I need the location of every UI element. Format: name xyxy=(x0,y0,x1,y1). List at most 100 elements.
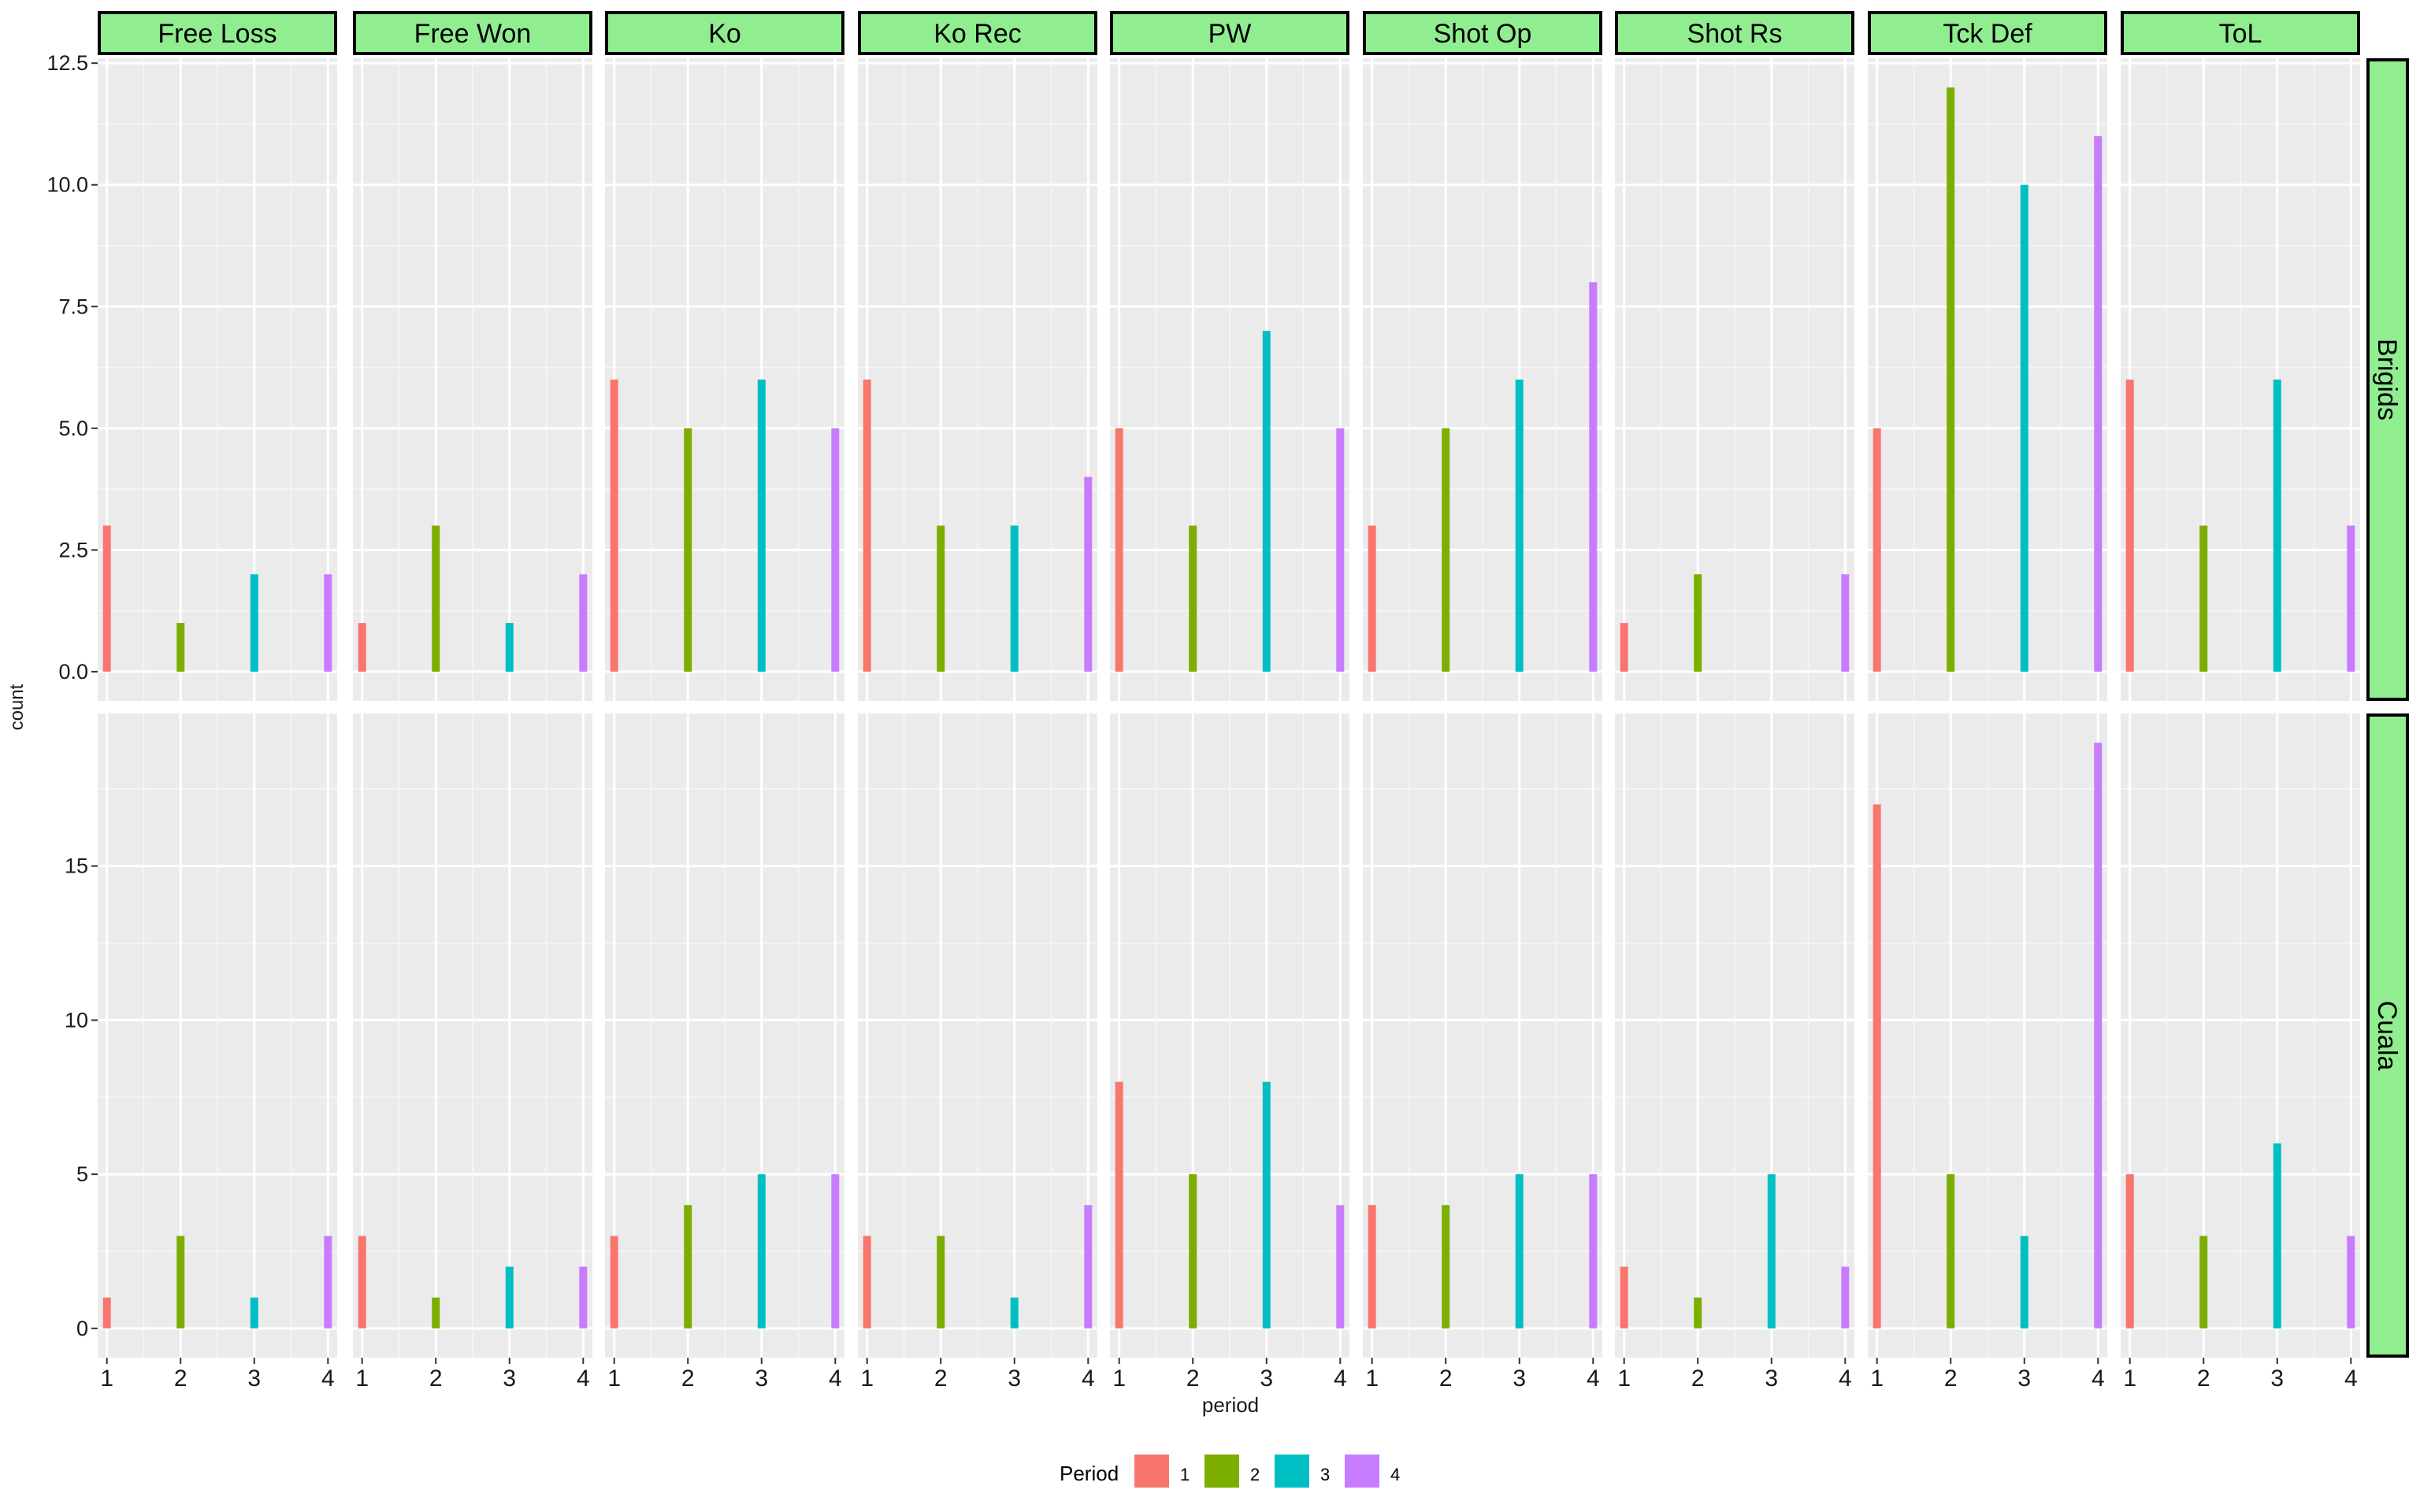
bar-Brigids-Shot Op-2 xyxy=(1442,428,1450,672)
bar-Brigids-Shot Op-4 xyxy=(1589,282,1598,672)
facet-strip-label: Free Loss xyxy=(158,19,277,49)
bar-Cuala-Shot Rs-3 xyxy=(1767,1174,1776,1329)
bar-Brigids-Shot Rs-2 xyxy=(1694,574,1702,672)
facet-strip-label: Ko Rec xyxy=(933,19,1022,49)
bar-Brigids-Free Loss-2 xyxy=(176,623,185,672)
bar-Cuala-Shot Op-1 xyxy=(1368,1205,1376,1329)
x-tick-label: 4 xyxy=(1082,1366,1095,1392)
x-tick-label: 4 xyxy=(577,1366,590,1392)
bar-Brigids-Ko Rec-3 xyxy=(1010,525,1019,672)
bar-Brigids-ToL-3 xyxy=(2273,380,2281,672)
facet-strip-3 xyxy=(858,11,1097,55)
x-tick-label: 2 xyxy=(934,1366,948,1392)
bar-Brigids-Ko-1 xyxy=(610,380,618,672)
x-tick-label: 1 xyxy=(1365,1366,1379,1392)
bar-Brigids-Tck Def-3 xyxy=(2020,184,2028,672)
x-tick-label: 4 xyxy=(2344,1366,2358,1392)
facet-strip-label: Ko xyxy=(708,19,741,49)
row-strip-label: Cuala xyxy=(2372,1001,2402,1071)
x-tick-label: 1 xyxy=(1112,1366,1126,1392)
x-tick-label: 4 xyxy=(1587,1366,1600,1392)
x-tick-label: 1 xyxy=(1870,1366,1884,1392)
x-tick-label: 1 xyxy=(860,1366,874,1392)
row-strip-1 xyxy=(2366,713,2409,1358)
x-tick-label: 3 xyxy=(503,1366,516,1392)
x-tick-label: 1 xyxy=(2123,1366,2136,1392)
facet-strip-5 xyxy=(1363,11,1602,55)
x-tick-label: 2 xyxy=(2197,1366,2210,1392)
facet-strip-0 xyxy=(98,11,337,55)
facet-strip-6 xyxy=(1615,11,1854,55)
bar-Cuala-Free Loss-4 xyxy=(324,1236,332,1329)
bar-Brigids-ToL-4 xyxy=(2347,525,2355,672)
y-tick-label: 10 xyxy=(65,1008,88,1032)
y-tick-label: 5 xyxy=(76,1162,88,1186)
legend-key-4 xyxy=(1345,1455,1379,1488)
bar-Cuala-Ko Rec-4 xyxy=(1084,1205,1093,1329)
bar-Brigids-Ko Rec-4 xyxy=(1084,476,1093,672)
x-tick-label: 1 xyxy=(607,1366,621,1392)
x-tick-label: 4 xyxy=(1334,1366,1347,1392)
bar-Brigids-PW-2 xyxy=(1189,525,1197,672)
bar-Cuala-ToL-3 xyxy=(2273,1143,2281,1329)
x-tick-label: 2 xyxy=(1186,1366,1200,1392)
bar-Brigids-ToL-2 xyxy=(2199,525,2208,672)
facet-strip-4 xyxy=(1110,11,1349,55)
bar-Brigids-ToL-1 xyxy=(2125,380,2134,672)
x-tick-label: 1 xyxy=(1617,1366,1631,1392)
facet-strip-7 xyxy=(1868,11,2107,55)
x-tick-label: 3 xyxy=(1260,1366,1273,1392)
bar-Cuala-Free Loss-2 xyxy=(176,1236,185,1329)
bar-Cuala-Free Loss-3 xyxy=(250,1297,258,1329)
y-tick-label: 10.0 xyxy=(46,173,88,197)
bar-Cuala-PW-3 xyxy=(1262,1081,1271,1329)
bar-Cuala-Shot Rs-1 xyxy=(1620,1266,1628,1329)
x-tick-label: 2 xyxy=(174,1366,187,1392)
bar-Cuala-Shot Op-4 xyxy=(1589,1174,1598,1329)
x-tick-label: 3 xyxy=(1512,1366,1526,1392)
bar-Brigids-Ko Rec-2 xyxy=(937,525,945,672)
y-tick-label: 12.5 xyxy=(46,51,88,75)
x-tick-label: 2 xyxy=(1944,1366,1958,1392)
bar-Cuala-ToL-1 xyxy=(2125,1174,2134,1329)
bar-Brigids-Free Won-2 xyxy=(432,525,440,672)
bar-Cuala-Tck Def-4 xyxy=(2094,743,2103,1329)
y-tick-label: 15 xyxy=(65,854,88,878)
facet-strip-label: Free Won xyxy=(414,19,532,49)
bar-Brigids-Free Loss-4 xyxy=(324,574,332,672)
x-tick-label: 4 xyxy=(321,1366,335,1392)
x-tick-label: 4 xyxy=(829,1366,842,1392)
x-tick-label: 3 xyxy=(1765,1366,1778,1392)
x-tick-label: 3 xyxy=(755,1366,768,1392)
bar-Cuala-ToL-2 xyxy=(2199,1236,2208,1329)
bar-Brigids-Free Loss-1 xyxy=(102,525,111,672)
legend-key-3 xyxy=(1275,1455,1309,1488)
legend-title: Period xyxy=(1060,1462,1119,1485)
bar-Brigids-Ko-2 xyxy=(684,428,692,672)
bar-Cuala-Shot Rs-4 xyxy=(1841,1266,1850,1329)
bar-Brigids-Shot Rs-4 xyxy=(1841,574,1850,672)
y-tick-label: 0.0 xyxy=(58,660,88,684)
bar-Cuala-Tck Def-1 xyxy=(1873,804,1881,1329)
facet-strip-label: Shot Op xyxy=(1434,19,1532,49)
legend-label: 3 xyxy=(1320,1465,1330,1484)
legend-label: 2 xyxy=(1250,1465,1260,1484)
bar-Brigids-PW-3 xyxy=(1262,331,1271,672)
facet-strip-label: ToL xyxy=(2219,19,2262,49)
y-tick-label: 7.5 xyxy=(58,295,88,318)
x-tick-label: 4 xyxy=(1839,1366,1852,1392)
bar-Cuala-Shot Rs-2 xyxy=(1694,1297,1702,1329)
legend-key-1 xyxy=(1134,1455,1169,1488)
bar-Brigids-Ko-4 xyxy=(831,428,840,672)
y-axis-title: count xyxy=(6,684,28,730)
bar-Brigids-Tck Def-4 xyxy=(2094,135,2103,672)
bar-Brigids-Shot Op-1 xyxy=(1368,525,1376,672)
bar-Brigids-Shot Op-3 xyxy=(1515,380,1524,672)
bar-Cuala-PW-1 xyxy=(1115,1081,1123,1329)
row-strip-label: Brigids xyxy=(2372,339,2402,421)
bar-Cuala-Free Loss-1 xyxy=(102,1297,111,1329)
x-tick-label: 2 xyxy=(429,1366,443,1392)
bar-Brigids-Free Won-1 xyxy=(358,623,366,672)
x-tick-label: 3 xyxy=(2017,1366,2031,1392)
bar-Cuala-Tck Def-2 xyxy=(1947,1174,1955,1329)
